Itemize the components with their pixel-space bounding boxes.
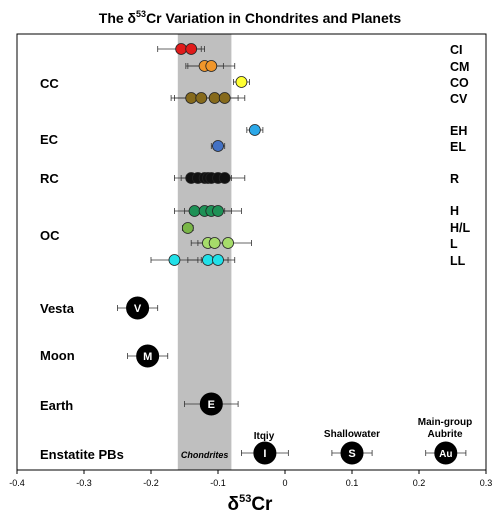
class-label-el: EL — [450, 140, 466, 154]
class-label-co: CO — [450, 76, 469, 90]
point-h — [212, 205, 224, 217]
body-vesta-marker — [126, 296, 150, 320]
body-earth-marker — [199, 392, 223, 416]
class-label-l: L — [450, 237, 458, 251]
point-eh — [248, 124, 261, 136]
body-main-group-aubrite-marker — [434, 441, 458, 465]
body-moon-marker — [136, 344, 160, 368]
class-label-r: R — [450, 172, 459, 186]
x-tick-label: -0.3 — [76, 478, 92, 488]
group-label-vesta: Vesta — [40, 301, 75, 316]
x-tick-label: 0.2 — [413, 478, 426, 488]
point-ll — [212, 254, 224, 266]
annotation-aubrite-line2: Aubrite — [428, 429, 463, 440]
point-ci — [175, 43, 188, 55]
point-ll — [202, 254, 214, 266]
point-cv — [185, 92, 198, 104]
group-label-enstatite-pbs: Enstatite PBs — [40, 447, 124, 462]
class-label-eh: EH — [450, 124, 467, 138]
point-ll — [168, 254, 181, 266]
x-tick-label: -0.4 — [9, 478, 25, 488]
body-itqiy-marker-label: I — [263, 448, 266, 460]
annotation-itqiy: Itqiy — [254, 431, 275, 442]
group-label-earth: Earth — [40, 398, 73, 413]
point-cm — [205, 60, 218, 72]
point-el — [212, 140, 224, 152]
group-label-cc: CC — [40, 76, 59, 91]
point-co — [235, 76, 248, 88]
body-itqiy-marker — [253, 441, 277, 465]
body-main-group-aubrite-marker-label: Au — [439, 449, 452, 460]
point-h-l — [181, 222, 194, 234]
x-tick-label: 0 — [282, 478, 287, 488]
group-label-oc: OC — [40, 228, 60, 243]
chondrite-band-label: Chondrites — [181, 450, 229, 460]
point-cv — [208, 92, 221, 104]
class-label-hl: H/L — [450, 221, 471, 235]
body-shallowater-marker-label: S — [348, 448, 355, 460]
x-tick-label: -0.2 — [143, 478, 159, 488]
group-label-rc: RC — [40, 171, 59, 186]
body-shallowater-marker — [340, 441, 364, 465]
group-label-moon: Moon — [40, 348, 75, 363]
point-l — [208, 237, 221, 249]
body-vesta-marker-label: V — [134, 303, 142, 315]
annotation-aubrite-line1: Main-group — [418, 417, 472, 428]
annotation-shallowater: Shallowater — [324, 429, 380, 440]
point-h — [188, 205, 201, 217]
point-r — [218, 172, 231, 184]
point-cv — [218, 92, 231, 104]
group-label-ec: EC — [40, 132, 59, 147]
plot-frame — [16, 33, 487, 471]
class-label-h: H — [450, 204, 459, 218]
class-label-ll: LL — [450, 254, 466, 268]
class-label-ci: CI — [450, 43, 463, 57]
x-axis: -0.4 -0.3 -0.2 -0.1 0 0.1 0.2 0.3 — [9, 470, 492, 488]
point-ci — [185, 43, 198, 55]
x-tick-label: -0.1 — [210, 478, 226, 488]
class-label-cm: CM — [450, 60, 469, 74]
x-axis-title: δ53Cr — [228, 493, 274, 515]
class-label-cv: CV — [450, 92, 468, 106]
point-cv — [195, 92, 208, 104]
chart-title: The δ53Cr Variation in Chondrites and Pl… — [99, 9, 402, 26]
data-marks: V M E I S Au — [117, 43, 467, 465]
x-tick-label: 0.3 — [480, 478, 493, 488]
body-earth-marker-label: E — [208, 399, 215, 411]
point-l — [222, 237, 234, 249]
x-tick-label: 0.1 — [346, 478, 359, 488]
body-moon-marker-label: M — [143, 351, 152, 363]
